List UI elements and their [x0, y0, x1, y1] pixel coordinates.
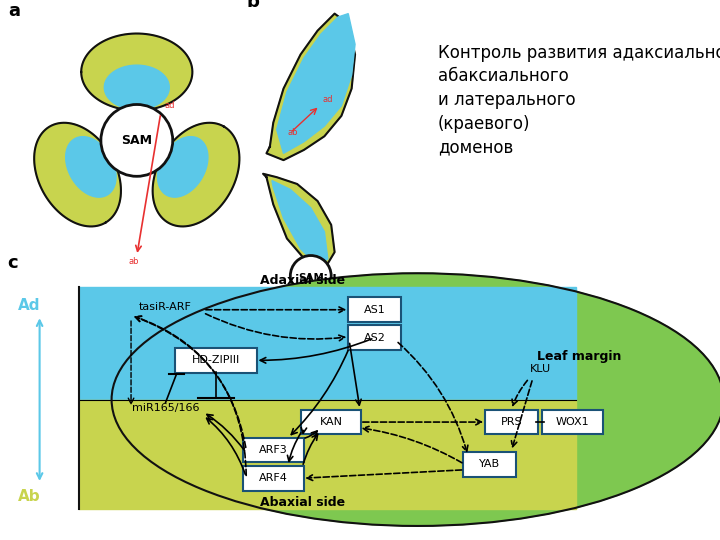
Circle shape	[290, 255, 331, 296]
Bar	[79, 400, 576, 509]
Polygon shape	[81, 33, 192, 111]
Bar	[79, 287, 576, 400]
FancyBboxPatch shape	[175, 348, 257, 373]
Text: AS1: AS1	[364, 305, 385, 315]
Text: YAB: YAB	[479, 459, 500, 469]
FancyBboxPatch shape	[243, 438, 304, 462]
FancyBboxPatch shape	[348, 298, 401, 322]
Text: ad: ad	[323, 95, 333, 104]
FancyBboxPatch shape	[463, 452, 516, 476]
Text: KAN: KAN	[320, 417, 343, 427]
FancyBboxPatch shape	[485, 410, 538, 434]
FancyBboxPatch shape	[348, 326, 401, 350]
Text: PRS: PRS	[500, 417, 522, 427]
Text: Leaf margin: Leaf margin	[537, 350, 622, 363]
Ellipse shape	[112, 273, 720, 526]
FancyBboxPatch shape	[243, 466, 304, 490]
Text: ab: ab	[287, 128, 298, 137]
Text: SAM: SAM	[298, 273, 324, 283]
Text: WOX1: WOX1	[556, 417, 589, 427]
Text: c: c	[7, 254, 18, 272]
Polygon shape	[66, 137, 116, 197]
Text: ad: ad	[164, 101, 175, 110]
Text: HD-ZIPIII: HD-ZIPIII	[192, 355, 240, 365]
Polygon shape	[263, 174, 335, 269]
Polygon shape	[153, 123, 240, 226]
Text: ab: ab	[129, 258, 140, 266]
Polygon shape	[34, 123, 121, 226]
Text: KLU: KLU	[529, 363, 551, 374]
Text: ARF4: ARF4	[259, 473, 288, 483]
FancyBboxPatch shape	[301, 410, 361, 434]
Text: Ad: Ad	[18, 298, 40, 313]
Text: SAM: SAM	[121, 134, 153, 147]
Text: miR165/166: miR165/166	[132, 403, 199, 413]
Text: Контроль развития адаксиального,
абаксиального
и латерального
(краевого)
доменов: Контроль развития адаксиального, абаксиа…	[438, 44, 720, 156]
Circle shape	[101, 104, 173, 176]
FancyBboxPatch shape	[542, 410, 603, 434]
Text: AS2: AS2	[364, 333, 385, 343]
Polygon shape	[266, 14, 355, 160]
Polygon shape	[272, 180, 328, 266]
Polygon shape	[276, 14, 355, 153]
Polygon shape	[104, 65, 169, 110]
Text: Adaxial side: Adaxial side	[260, 274, 345, 287]
Text: a: a	[9, 2, 21, 21]
Text: tasiR-ARF: tasiR-ARF	[139, 302, 192, 312]
Text: Ab: Ab	[18, 489, 40, 504]
Text: Abaxial side: Abaxial side	[260, 496, 345, 509]
Text: b: b	[246, 0, 259, 11]
Polygon shape	[158, 137, 208, 197]
Text: ARF3: ARF3	[259, 445, 288, 455]
